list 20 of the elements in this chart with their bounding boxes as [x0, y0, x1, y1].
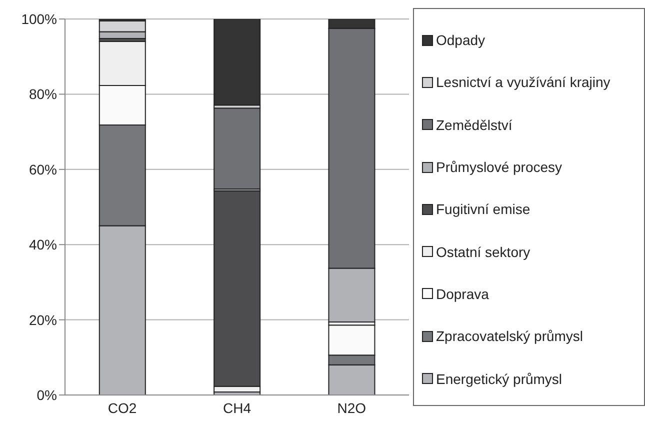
legend-label: Odpady [436, 32, 486, 48]
legend-label: Energetický průmysl [436, 370, 562, 387]
legend-label: Lesnictví a využívání krajiny [436, 74, 610, 90]
y-tick-label: 40% [28, 236, 57, 253]
y-tick-label: 20% [28, 312, 57, 328]
bar [214, 108, 261, 190]
legend-label: Zpracovatelský průmysl [436, 328, 584, 344]
legend-label: Ostatní sektory [436, 244, 530, 260]
legend-label: Fugitivní emise [436, 201, 530, 218]
x-tick-label: N2O [337, 400, 366, 416]
legend-label: Průmyslové procesy [436, 159, 562, 176]
y-tick-label: 100% [21, 10, 57, 27]
y-tick-label: 80% [28, 86, 57, 102]
y-tick-label: 60% [28, 161, 57, 178]
x-tick-label: CO2 [108, 400, 137, 416]
bar [214, 19, 261, 106]
legend-label: Doprava [436, 286, 489, 302]
x-tick-label: CH4 [222, 400, 252, 416]
y-tick-label: 0% [36, 386, 57, 403]
legend-label: Zemědělství [436, 116, 512, 133]
